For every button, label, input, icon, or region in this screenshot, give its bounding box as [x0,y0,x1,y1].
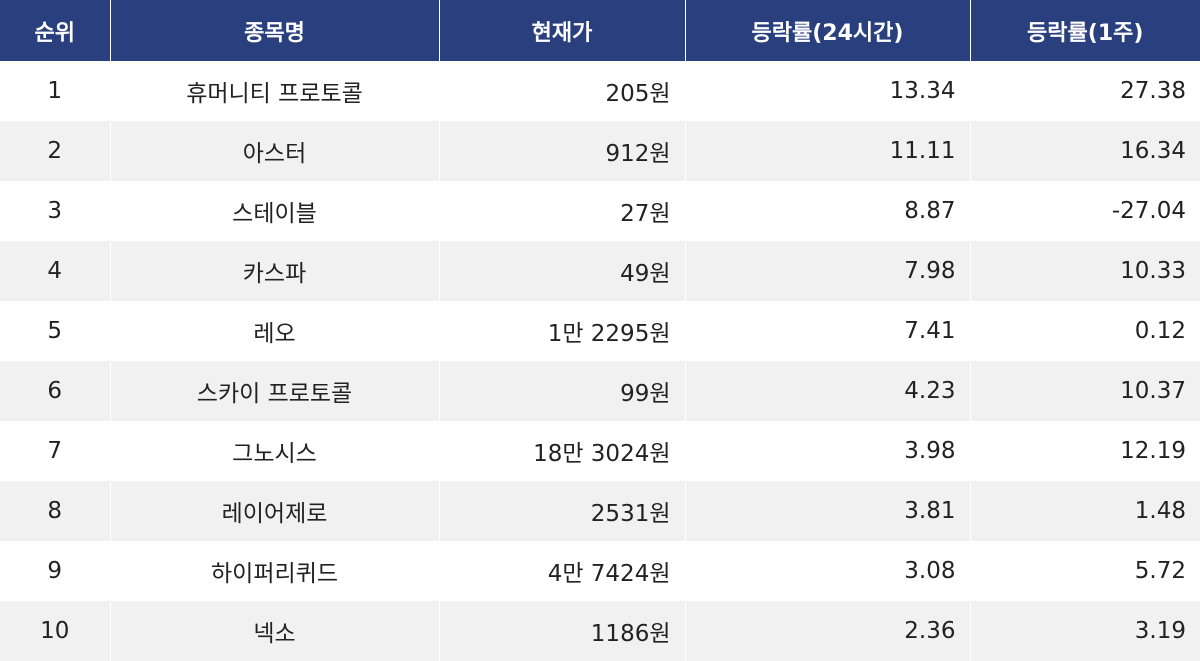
cell-rank: 6 [0,361,111,421]
cell-rank: 7 [0,421,111,481]
cell-change-24h: 13.34 [685,61,971,121]
table-header: 순위 종목명 현재가 등락률(24시간) 등락률(1주) [0,0,1200,61]
cell-change-1w: 16.34 [970,121,1200,181]
cell-name: 아스터 [110,121,440,181]
cell-rank: 1 [0,61,111,121]
header-row: 순위 종목명 현재가 등락률(24시간) 등락률(1주) [0,0,1200,61]
cell-name: 넥소 [110,601,440,661]
cell-rank: 9 [0,541,111,601]
cell-rank: 5 [0,301,111,361]
cell-price: 49원 [439,241,686,301]
table-body: 1 휴머니티 프로토콜 205원 13.34 27.38 2 아스터 912원 … [0,61,1200,661]
cell-price: 4만 7424원 [439,541,686,601]
cell-change-1w: 10.37 [970,361,1200,421]
table-row: 2 아스터 912원 11.11 16.34 [0,121,1200,181]
table-row: 5 레오 1만 2295원 7.41 0.12 [0,301,1200,361]
cell-change-24h: 3.98 [685,421,971,481]
cell-name: 스카이 프로토콜 [110,361,440,421]
header-change-24h[interactable]: 등락률(24시간) [685,0,971,61]
cell-rank: 10 [0,601,111,661]
cell-rank: 3 [0,181,111,241]
cell-change-24h: 7.41 [685,301,971,361]
table-row: 10 넥소 1186원 2.36 3.19 [0,601,1200,661]
cell-change-24h: 3.08 [685,541,971,601]
table-row: 7 그노시스 18만 3024원 3.98 12.19 [0,421,1200,481]
header-price[interactable]: 현재가 [439,0,686,61]
cell-change-1w: 10.33 [970,241,1200,301]
cell-name: 하이퍼리퀴드 [110,541,440,601]
cell-price: 205원 [439,61,686,121]
header-change-1w[interactable]: 등락률(1주) [970,0,1200,61]
cell-name: 카스파 [110,241,440,301]
table-row: 4 카스파 49원 7.98 10.33 [0,241,1200,301]
cell-price: 1186원 [439,601,686,661]
header-name[interactable]: 종목명 [110,0,440,61]
cell-change-1w: 5.72 [970,541,1200,601]
cell-change-1w: 27.38 [970,61,1200,121]
cell-rank: 2 [0,121,111,181]
cell-rank: 4 [0,241,111,301]
cell-change-24h: 2.36 [685,601,971,661]
cell-name: 레오 [110,301,440,361]
cell-change-1w: 3.19 [970,601,1200,661]
cell-price: 2531원 [439,481,686,541]
cell-price: 912원 [439,121,686,181]
cell-price: 1만 2295원 [439,301,686,361]
cell-name: 스테이블 [110,181,440,241]
cell-change-24h: 3.81 [685,481,971,541]
cell-price: 18만 3024원 [439,421,686,481]
table-row: 8 레이어제로 2531원 3.81 1.48 [0,481,1200,541]
table-row: 1 휴머니티 프로토콜 205원 13.34 27.38 [0,61,1200,121]
cell-change-1w: 1.48 [970,481,1200,541]
cell-change-24h: 8.87 [685,181,971,241]
cell-name: 휴머니티 프로토콜 [110,61,440,121]
cell-change-1w: 12.19 [970,421,1200,481]
cell-rank: 8 [0,481,111,541]
table-row: 6 스카이 프로토콜 99원 4.23 10.37 [0,361,1200,421]
cell-name: 레이어제로 [110,481,440,541]
header-rank[interactable]: 순위 [0,0,111,61]
cell-change-24h: 4.23 [685,361,971,421]
cell-change-1w: -27.04 [970,181,1200,241]
cell-name: 그노시스 [110,421,440,481]
cell-price: 27원 [439,181,686,241]
cell-change-24h: 7.98 [685,241,971,301]
table-row: 9 하이퍼리퀴드 4만 7424원 3.08 5.72 [0,541,1200,601]
cell-change-24h: 11.11 [685,121,971,181]
cell-price: 99원 [439,361,686,421]
cell-change-1w: 0.12 [970,301,1200,361]
table-row: 3 스테이블 27원 8.87 -27.04 [0,181,1200,241]
